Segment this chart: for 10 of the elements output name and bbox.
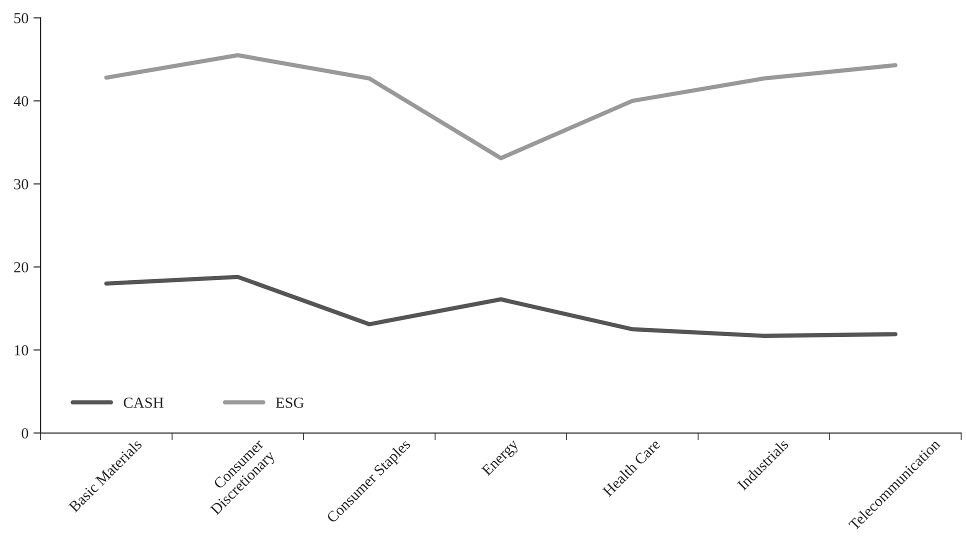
y-tick-label: 10	[14, 345, 28, 356]
y-tick-label: 30	[14, 179, 28, 190]
legend-label: CASH	[124, 398, 164, 408]
legend-label: ESG	[276, 398, 304, 408]
y-tick-label: 50	[14, 12, 28, 24]
line-series	[104, 53, 898, 160]
line-series	[104, 274, 898, 338]
y-tick-label: 40	[14, 96, 28, 106]
y-tick-label: 0	[22, 428, 28, 438]
y-tick-label: 20	[14, 262, 28, 272]
